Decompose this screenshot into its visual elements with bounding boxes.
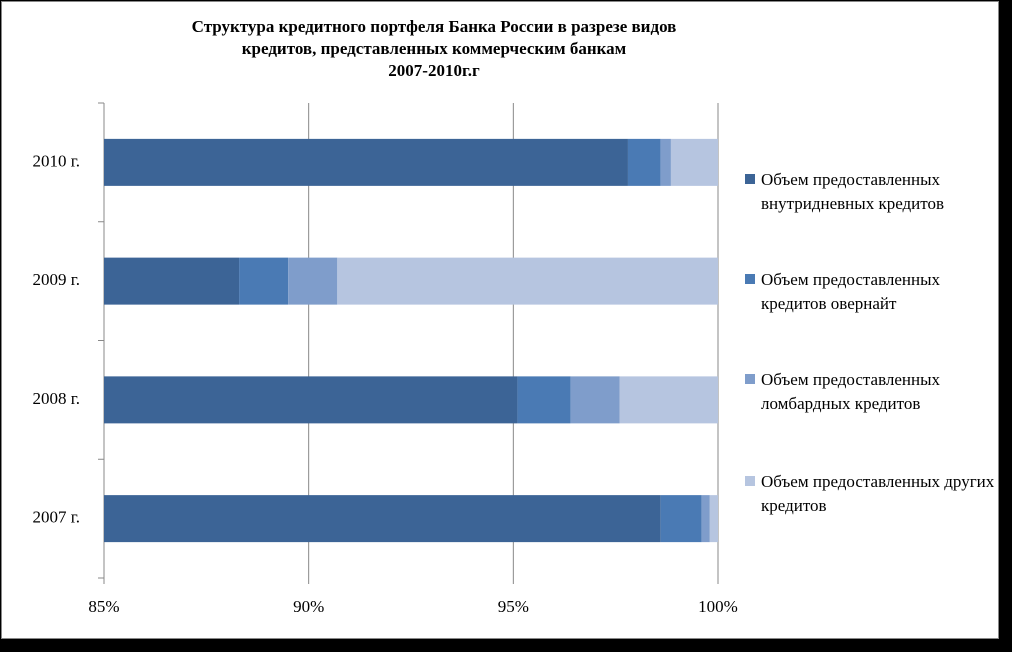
chart-title: Структура кредитного портфеля Банка Росс… [191,17,677,80]
legend-item: Объем предоставленных других кредитов [745,470,995,518]
legend-item: Объем предоставленных внутридневных кред… [745,168,995,216]
y-tick-label: 2008 г. [32,389,80,408]
legend-label: Объем предоставленных ломбардных кредито… [761,370,941,413]
legend-item: Объем предоставленных кредитов овернайт [745,268,995,316]
bar-segment [104,138,628,186]
bar-segment [104,376,518,424]
x-tick-label: 85% [88,597,119,616]
bar-segment [701,495,710,543]
bar-segment [660,495,702,543]
bar-segment [570,376,620,424]
bar-segment [619,376,718,424]
bars [104,138,718,543]
legend-swatch [745,374,755,384]
bar-segment [239,257,289,305]
bar-segment [337,257,718,305]
bar-segment [104,257,240,305]
x-tick-label: 100% [698,597,738,616]
x-tick-label: 95% [498,597,529,616]
bar-segment [709,495,718,543]
legend-label: Объем предоставленных других кредитов [761,472,995,515]
legend-item: Объем предоставленных ломбардных кредито… [745,368,995,416]
legend-label: Объем предоставленных кредитов овернайт [761,270,941,313]
bar-segment [627,138,661,186]
legend-swatch [745,476,755,486]
legend-swatch [745,274,755,284]
bar-segment [670,138,718,186]
y-tick-label: 2009 г. [32,270,80,289]
bar-segment [104,495,661,543]
y-tick-label: 2010 г. [32,151,80,170]
legend-swatch [745,174,755,184]
x-tick-label: 90% [293,597,324,616]
bar-segment [288,257,338,305]
bar-segment [517,376,571,424]
y-tick-label: 2007 г. [32,508,80,527]
legend-label: Объем предоставленных внутридневных кред… [761,170,945,213]
bar-segment [660,138,671,186]
